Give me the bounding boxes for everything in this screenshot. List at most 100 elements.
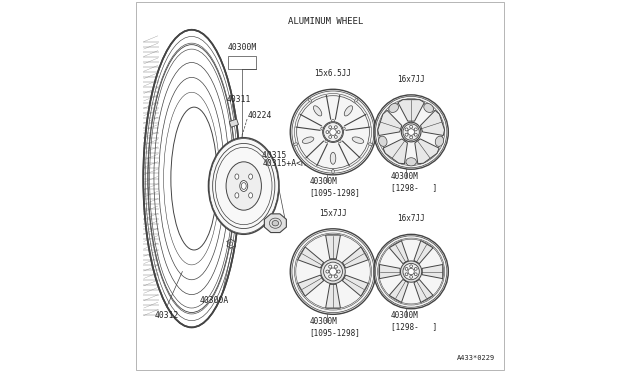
Circle shape	[410, 265, 413, 267]
Ellipse shape	[352, 137, 364, 143]
Ellipse shape	[240, 180, 248, 192]
Circle shape	[401, 261, 422, 282]
Circle shape	[410, 276, 413, 278]
Text: ALUMINUM WHEEL: ALUMINUM WHEEL	[289, 17, 364, 26]
Circle shape	[329, 126, 332, 129]
Ellipse shape	[249, 193, 253, 198]
Text: A433*0229: A433*0229	[456, 355, 495, 361]
Ellipse shape	[340, 127, 346, 131]
Circle shape	[405, 273, 408, 276]
Circle shape	[414, 273, 417, 276]
Ellipse shape	[332, 169, 334, 174]
Circle shape	[414, 133, 417, 136]
Circle shape	[337, 131, 340, 134]
Text: 40300A: 40300A	[199, 296, 228, 305]
Ellipse shape	[355, 98, 358, 102]
Circle shape	[405, 133, 408, 136]
Circle shape	[330, 129, 336, 135]
Circle shape	[335, 135, 337, 138]
Ellipse shape	[209, 138, 279, 234]
Circle shape	[408, 129, 415, 135]
Circle shape	[326, 131, 329, 134]
Text: 40300M: 40300M	[390, 311, 419, 320]
Circle shape	[410, 136, 413, 139]
Text: [1095-1298]: [1095-1298]	[310, 328, 360, 337]
Polygon shape	[380, 264, 400, 279]
Polygon shape	[342, 247, 368, 268]
Circle shape	[374, 95, 449, 169]
Text: 40315  <FRONT): 40315 <FRONT)	[262, 151, 331, 160]
Circle shape	[337, 270, 340, 273]
Ellipse shape	[235, 174, 239, 179]
Polygon shape	[383, 139, 408, 164]
Circle shape	[335, 126, 337, 129]
Polygon shape	[326, 235, 340, 259]
Ellipse shape	[321, 127, 326, 131]
Circle shape	[291, 89, 376, 175]
Ellipse shape	[344, 106, 353, 116]
Text: 15x7JJ: 15x7JJ	[319, 209, 347, 218]
Polygon shape	[326, 284, 340, 308]
Ellipse shape	[272, 221, 278, 226]
Ellipse shape	[308, 98, 312, 102]
Ellipse shape	[424, 103, 433, 112]
Text: 40300M: 40300M	[390, 171, 419, 180]
Text: 16x7JJ: 16x7JJ	[397, 214, 425, 223]
Text: 40224: 40224	[248, 111, 272, 120]
Circle shape	[326, 270, 329, 273]
Text: 15x6.5JJ: 15x6.5JJ	[314, 69, 351, 78]
Circle shape	[414, 128, 417, 131]
Circle shape	[403, 124, 419, 140]
Polygon shape	[389, 241, 408, 264]
Circle shape	[321, 259, 345, 284]
Polygon shape	[398, 100, 424, 121]
Polygon shape	[229, 119, 239, 127]
Circle shape	[414, 267, 417, 270]
Polygon shape	[378, 110, 402, 135]
Ellipse shape	[435, 136, 444, 146]
Ellipse shape	[379, 136, 387, 146]
Ellipse shape	[325, 137, 330, 143]
Circle shape	[334, 275, 337, 278]
Polygon shape	[264, 214, 286, 232]
Circle shape	[324, 262, 342, 281]
Polygon shape	[415, 139, 439, 164]
Text: [1298-   ]: [1298- ]	[390, 322, 437, 331]
Circle shape	[401, 122, 421, 142]
Circle shape	[408, 269, 414, 275]
Text: 16x7JJ: 16x7JJ	[397, 75, 425, 84]
Text: 40312: 40312	[154, 311, 179, 320]
Ellipse shape	[369, 143, 372, 145]
Polygon shape	[389, 279, 408, 302]
Circle shape	[330, 268, 337, 275]
Ellipse shape	[388, 103, 399, 112]
Circle shape	[324, 123, 342, 141]
Text: 40311: 40311	[227, 95, 251, 104]
Circle shape	[405, 128, 408, 131]
Circle shape	[323, 122, 344, 142]
Circle shape	[403, 263, 419, 280]
Circle shape	[334, 265, 337, 268]
Text: 40315+A<REAR): 40315+A<REAR)	[262, 159, 326, 168]
Circle shape	[291, 229, 376, 314]
Polygon shape	[414, 241, 433, 264]
Ellipse shape	[294, 143, 298, 145]
Polygon shape	[414, 279, 433, 302]
Ellipse shape	[332, 119, 335, 125]
Polygon shape	[422, 264, 443, 279]
Text: [1298-   ]: [1298- ]	[390, 183, 437, 192]
Circle shape	[329, 275, 332, 278]
Polygon shape	[298, 275, 324, 296]
Ellipse shape	[226, 162, 261, 210]
Ellipse shape	[302, 137, 314, 143]
Polygon shape	[420, 110, 445, 135]
Circle shape	[374, 234, 449, 309]
Text: 40300M: 40300M	[310, 317, 337, 326]
Ellipse shape	[235, 193, 239, 198]
Text: [1095-1298]: [1095-1298]	[310, 188, 360, 197]
Ellipse shape	[314, 106, 322, 116]
Polygon shape	[342, 275, 368, 296]
Ellipse shape	[337, 137, 341, 143]
Ellipse shape	[330, 152, 336, 164]
Circle shape	[329, 265, 332, 268]
